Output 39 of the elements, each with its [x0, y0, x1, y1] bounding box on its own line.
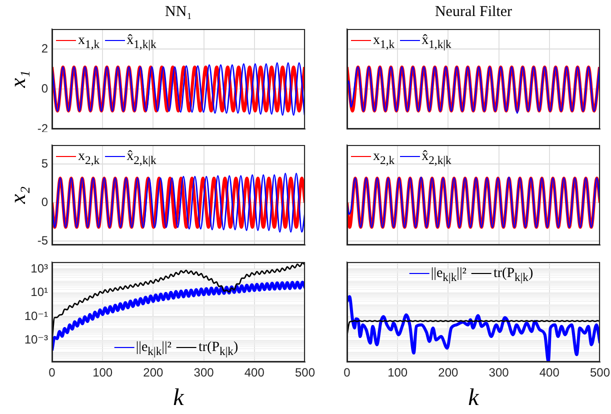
x-tick-label: 200	[143, 366, 164, 380]
legend-label: ||e$_{k|k}$||²	[430, 266, 466, 284]
legend-label: x̂$_{1,k|k}$	[422, 33, 452, 51]
legend-label: x̂$_{1,k|k}$	[126, 33, 156, 51]
legend-label: x$_{2,k}$	[373, 149, 395, 167]
legend-label: x̂$_{2,k|k}$	[126, 149, 156, 167]
x-axis-title: k	[468, 385, 479, 411]
x-axis-title: k	[173, 385, 184, 411]
y-tick-label: 10³	[30, 261, 48, 276]
legend-label: ||e$_{k|k}$||²	[136, 340, 172, 358]
y-tick-label: 2	[41, 41, 48, 56]
legend-label: tr(P$_{k|k}$)	[198, 340, 238, 358]
chart-title: Neural Filter	[434, 4, 514, 21]
x-tick-label: 300	[488, 366, 510, 380]
x-tick-label: 400	[539, 366, 560, 380]
x-tick-label: 0	[344, 366, 351, 380]
x-tick-label: 200	[438, 366, 459, 380]
x-tick-label: 100	[388, 366, 408, 380]
legend-label: x$_{1,k}$	[373, 33, 395, 51]
y-tick-label: 5	[41, 156, 48, 171]
x-tick-label: 400	[244, 366, 265, 380]
x-tick-label: 500	[590, 366, 610, 380]
chart-title: NN₁	[164, 4, 193, 21]
y-tick-label: 10¹	[30, 285, 48, 300]
y-tick-label: 10⁻¹	[24, 308, 48, 323]
y-tick-label: -5	[37, 233, 48, 248]
legend-label: x$_{2,k}$	[78, 149, 100, 167]
y-tick-label: 10⁻³	[24, 332, 48, 347]
x-tick-label: 500	[294, 366, 316, 380]
y-tick-label: -2	[37, 121, 48, 136]
x-tick-label: 100	[92, 366, 113, 380]
y-axis-title: x₁	[5, 70, 30, 88]
legend-label: tr(P$_{k|k}$)	[493, 266, 534, 284]
legend-label: x̂$_{2,k|k}$	[422, 149, 452, 167]
y-tick-label: 0	[41, 81, 48, 96]
y-tick-label: 0	[41, 195, 48, 210]
x-tick-label: 300	[194, 366, 214, 380]
legend-label: x$_{1,k}$	[78, 33, 100, 51]
y-axis-title: x₂	[5, 186, 30, 204]
